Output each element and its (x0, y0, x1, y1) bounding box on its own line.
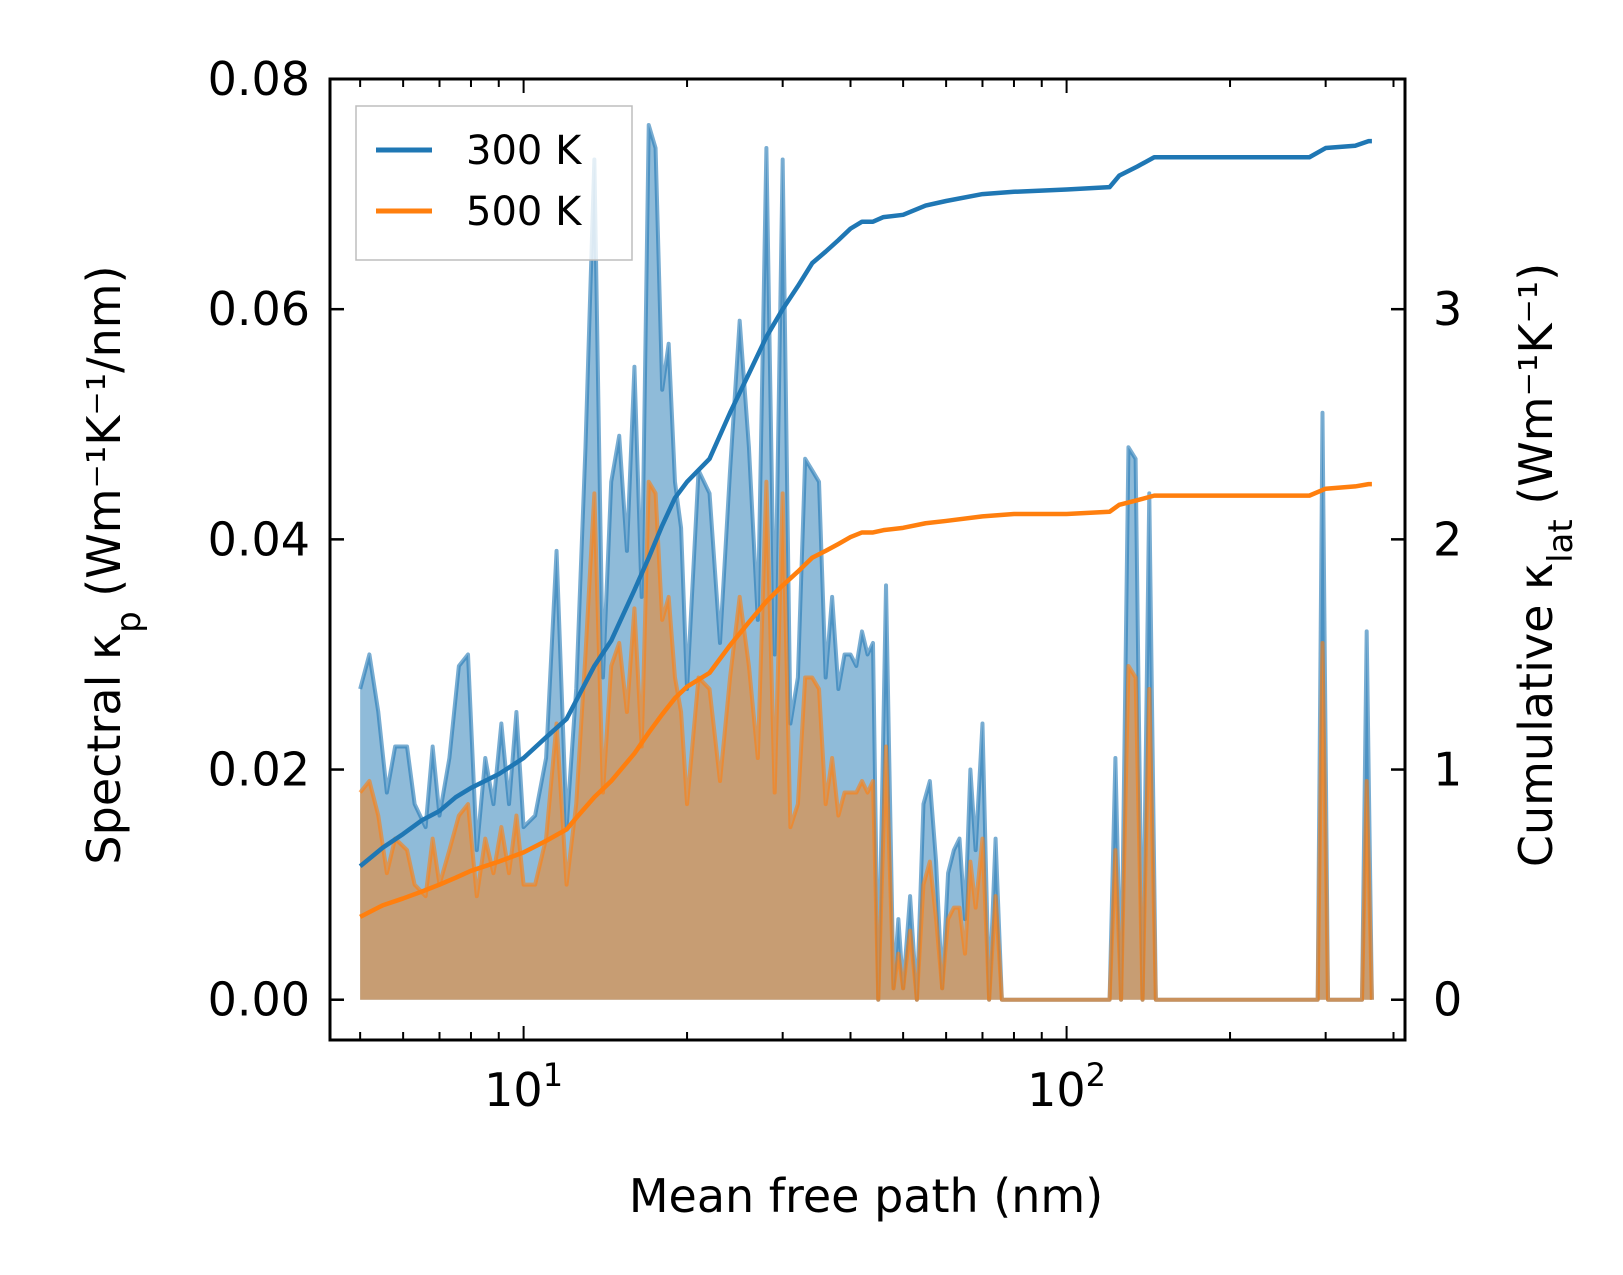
y-right-tick-label: 1 (1433, 743, 1462, 797)
y-right-label-prefix: Cumulative κ (1509, 563, 1563, 867)
cumulative-line-500k (359, 481, 1372, 919)
y-left-tick-label: 0.02 (208, 743, 310, 797)
y-right-tick-label: 2 (1433, 512, 1462, 566)
spectral-line-500k (358, 479, 1374, 1002)
legend-frame (355, 105, 633, 261)
y-left-tick-label: 0.06 (208, 282, 310, 336)
legend-label-500k: 500 K (466, 189, 583, 235)
y-right-tick-label: 0 (1433, 973, 1462, 1027)
y-left-tick-label: 0.08 (208, 52, 310, 106)
x-tick-label-exponent: 1 (543, 1056, 563, 1094)
spectral-fill-500k (360, 481, 1372, 1000)
y-right-label-suffix: (Wm⁻¹K⁻¹) (1509, 263, 1563, 519)
x-tick-label-base: 10 (484, 1063, 543, 1117)
x-tick-label: 102 (1027, 1056, 1106, 1117)
x-tick-label-exponent: 2 (1086, 1056, 1106, 1094)
cumulative-line-300k (358, 138, 1372, 868)
axes (328, 77, 1407, 1042)
y-left-label-suffix: (Wm⁻¹K⁻¹/nm) (77, 265, 131, 611)
x-axis-label: Mean free path (nm) (629, 1169, 1103, 1223)
x-tick-label-base: 10 (1027, 1063, 1086, 1117)
y-right-tick-label: 3 (1433, 282, 1462, 336)
y-left-tick-label: 0.00 (208, 973, 310, 1027)
x-tick-label: 101 (484, 1056, 563, 1117)
y-left-tick-label: 0.04 (208, 512, 310, 566)
y-axis-right-label: Cumulative κlat (Wm⁻¹K⁻¹) (1509, 263, 1581, 867)
y-right-label-sub: lat (1541, 519, 1581, 563)
legend-label-300k: 300 K (466, 128, 583, 174)
legend: 300 K 500 K (355, 105, 633, 261)
y-left-label-sub: p (109, 611, 149, 633)
data-lines (358, 138, 1372, 919)
plot-frame (328, 77, 1407, 1042)
y-axis-left-label: Spectral κp (Wm⁻¹K⁻¹/nm) (77, 265, 149, 864)
y-left-label-prefix: Spectral κ (77, 633, 131, 865)
